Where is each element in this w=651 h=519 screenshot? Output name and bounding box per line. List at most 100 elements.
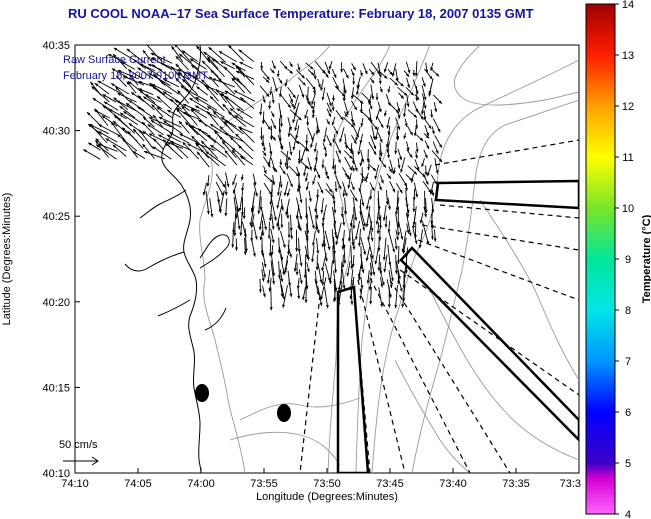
current-vector-head — [412, 208, 416, 213]
current-vector-head — [103, 101, 108, 105]
current-vector-head — [311, 225, 315, 229]
current-vector — [95, 144, 117, 160]
current-vector — [184, 88, 208, 102]
current-vector-head — [334, 235, 338, 239]
current-vector-head — [195, 143, 199, 147]
current-vector-head — [238, 145, 242, 149]
current-vector-head — [321, 267, 325, 272]
current-vector-head — [280, 293, 284, 298]
colorbar-tick-labels: 4 5 6 7 8 9 10 11 12 13 14 — [615, 0, 634, 519]
current-vector-head — [374, 261, 378, 265]
current-vector-head — [282, 170, 286, 175]
current-vector — [233, 190, 239, 213]
current-vector — [117, 92, 137, 103]
current-vector-head — [174, 45, 178, 48]
current-vector-head — [91, 86, 95, 90]
current-vector-head — [373, 145, 377, 150]
current-vector-head — [387, 102, 391, 106]
current-vector-head — [312, 181, 316, 185]
current-vector — [405, 212, 412, 237]
current-vector-head — [222, 103, 226, 108]
current-vector-head — [297, 160, 301, 165]
colorbar-tick-label: 5 — [625, 458, 631, 470]
current-vector-head — [289, 63, 293, 68]
current-vector — [234, 115, 255, 128]
current-vector — [174, 45, 192, 63]
current-vector-head — [428, 93, 432, 97]
current-vector — [296, 197, 302, 220]
current-vector — [169, 140, 192, 151]
current-vector — [117, 69, 136, 79]
current-vector-head — [304, 178, 308, 182]
current-vector-head — [139, 90, 143, 94]
current-vector-head — [379, 89, 383, 93]
current-vector-head — [435, 170, 439, 174]
current-vector-head — [140, 63, 144, 67]
current-vector — [83, 149, 101, 160]
current-vector-head — [365, 176, 369, 180]
current-vector-head — [262, 293, 266, 298]
current-vector-head — [369, 272, 373, 276]
current-vector-head — [279, 80, 283, 84]
current-vector-head — [313, 149, 317, 153]
current-vector-head — [360, 100, 364, 104]
current-vector-head — [423, 96, 427, 101]
current-vector-head — [355, 137, 359, 141]
current-vector-head — [231, 244, 235, 248]
current-vector-head — [263, 170, 267, 174]
current-vector-head — [347, 176, 351, 180]
current-vector-head — [224, 120, 229, 124]
current-vector — [237, 145, 254, 160]
current-vector-head — [397, 165, 401, 169]
current-vector-head — [316, 195, 320, 199]
x-tick-label: 74:10 — [61, 478, 89, 490]
current-vector-head — [254, 236, 258, 240]
current-vector — [196, 151, 210, 168]
current-vector-head — [347, 238, 351, 242]
current-vector — [205, 86, 219, 102]
current-vector-head — [324, 258, 328, 262]
current-vector-head — [144, 151, 148, 154]
current-vector-head — [301, 94, 305, 98]
current-vector-head — [311, 114, 315, 119]
current-vector — [194, 105, 217, 118]
colorbar-label: Temperature (°C) — [641, 214, 651, 303]
current-vector-head — [210, 214, 214, 218]
colorbar-tick-label: 11 — [622, 152, 633, 164]
current-vector-head — [342, 193, 346, 197]
current-vector-head — [414, 240, 418, 244]
current-vector — [119, 105, 136, 119]
current-vector-head — [361, 269, 365, 273]
current-vector-head — [151, 84, 156, 87]
current-vector-head — [265, 79, 270, 83]
current-vector — [115, 86, 130, 102]
current-vector-head — [387, 304, 391, 308]
current-vector-head — [222, 141, 226, 145]
current-vector-head — [370, 238, 374, 242]
x-tick-labels: 74:10 74:05 74:00 73:55 73:50 73:45 73:40 73:35… — [61, 468, 581, 490]
current-vector-head — [327, 277, 331, 282]
current-vector-head — [202, 192, 206, 196]
current-vector-head — [137, 67, 141, 71]
current-vector — [419, 229, 424, 249]
current-vector-head — [271, 239, 275, 244]
current-vector-head — [95, 140, 99, 144]
current-vector-head — [325, 74, 329, 78]
current-vector-head — [341, 264, 345, 268]
current-vector — [162, 91, 182, 104]
current-vector-head — [309, 167, 312, 171]
current-vector-head — [293, 268, 297, 272]
current-vector-head — [397, 260, 400, 264]
current-vector-head — [311, 258, 315, 263]
current-vectors — [83, 45, 443, 311]
current-vector-head — [167, 142, 171, 145]
current-vector-head — [374, 136, 378, 140]
current-vector-head — [350, 266, 354, 270]
current-vector-head — [419, 220, 423, 224]
x-tick-label: 73:3 — [560, 478, 581, 490]
colorbar-tick-label: 7 — [625, 356, 631, 368]
current-vector-head — [369, 196, 373, 200]
current-vector-head — [147, 124, 151, 128]
current-vector-head — [390, 278, 394, 282]
current-vector-head — [116, 75, 120, 80]
